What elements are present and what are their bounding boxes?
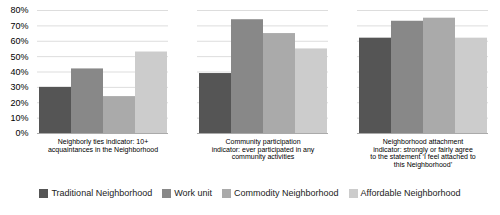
svg-text:Neighborhood attachmentindicat: Neighborhood attachmentindicator: strong… — [370, 138, 476, 169]
svg-text:Neighborly ties indicator: 10+: Neighborly ties indicator: 10+acquaintan… — [48, 138, 158, 154]
svg-text:0%: 0% — [15, 128, 28, 138]
svg-text:60%: 60% — [10, 36, 28, 46]
html-text:Commodity Neighborhood: Commodity Neighborhood — [234, 188, 339, 198]
svg-text:70%: 70% — [10, 21, 28, 31]
svg-text:Community participationindicat: Community participationindicator: ever p… — [212, 138, 315, 161]
svg-text:40%: 40% — [10, 67, 28, 77]
svg-text:50%: 50% — [10, 52, 28, 62]
svg-text:30%: 30% — [10, 82, 28, 92]
svg-text:10%: 10% — [10, 113, 28, 123]
html-text:Affordable Neighborhood: Affordable Neighborhood — [360, 188, 461, 198]
html-text:Traditional Neighborhood: Traditional Neighborhood — [51, 188, 153, 198]
svg-text:20%: 20% — [10, 98, 28, 108]
html-text:Work unit: Work unit — [174, 188, 212, 198]
svg-text:80%: 80% — [10, 5, 28, 15]
